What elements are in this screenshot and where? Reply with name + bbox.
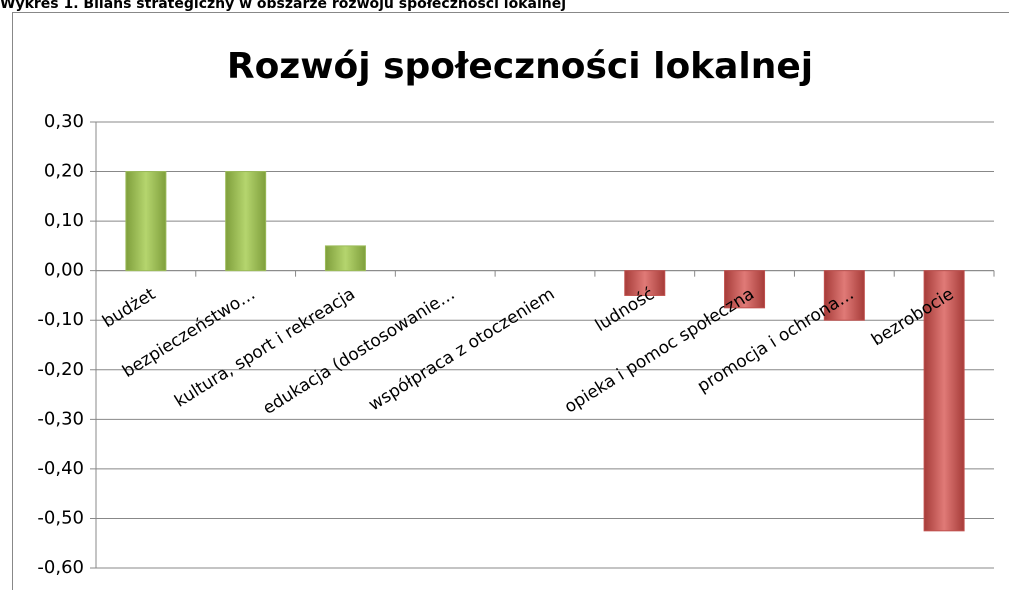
y-tick-label: -0,40 [37, 458, 84, 479]
bar [226, 172, 266, 271]
x-tick-label: opieka i pomoc społeczna [561, 284, 758, 417]
y-tick-label: 0,20 [44, 161, 84, 182]
y-tick-label: 0,30 [44, 111, 84, 132]
caption: Wykres 1. Bilans strategiczny w obszarze… [0, 0, 566, 12]
y-tick-label: 0,00 [44, 260, 84, 281]
x-tick-label: kultura, sport i rekreacja [171, 284, 359, 412]
y-tick-label: 0,10 [44, 210, 84, 231]
y-tick-label: -0,30 [37, 408, 84, 429]
x-tick-label: budżet [99, 284, 159, 332]
y-tick-label: -0,10 [37, 309, 84, 330]
y-tick-label: -0,50 [37, 507, 84, 528]
bar [126, 172, 166, 271]
y-tick-label: -0,60 [37, 557, 84, 578]
x-tick-label: edukacja (dostosowanie… [260, 284, 459, 419]
chart-title: Rozwój społeczności lokalnej [227, 46, 813, 87]
bar [325, 246, 365, 271]
x-tick-label: współpraca z otoczeniem [365, 284, 558, 415]
y-tick-label: -0,20 [37, 359, 84, 380]
